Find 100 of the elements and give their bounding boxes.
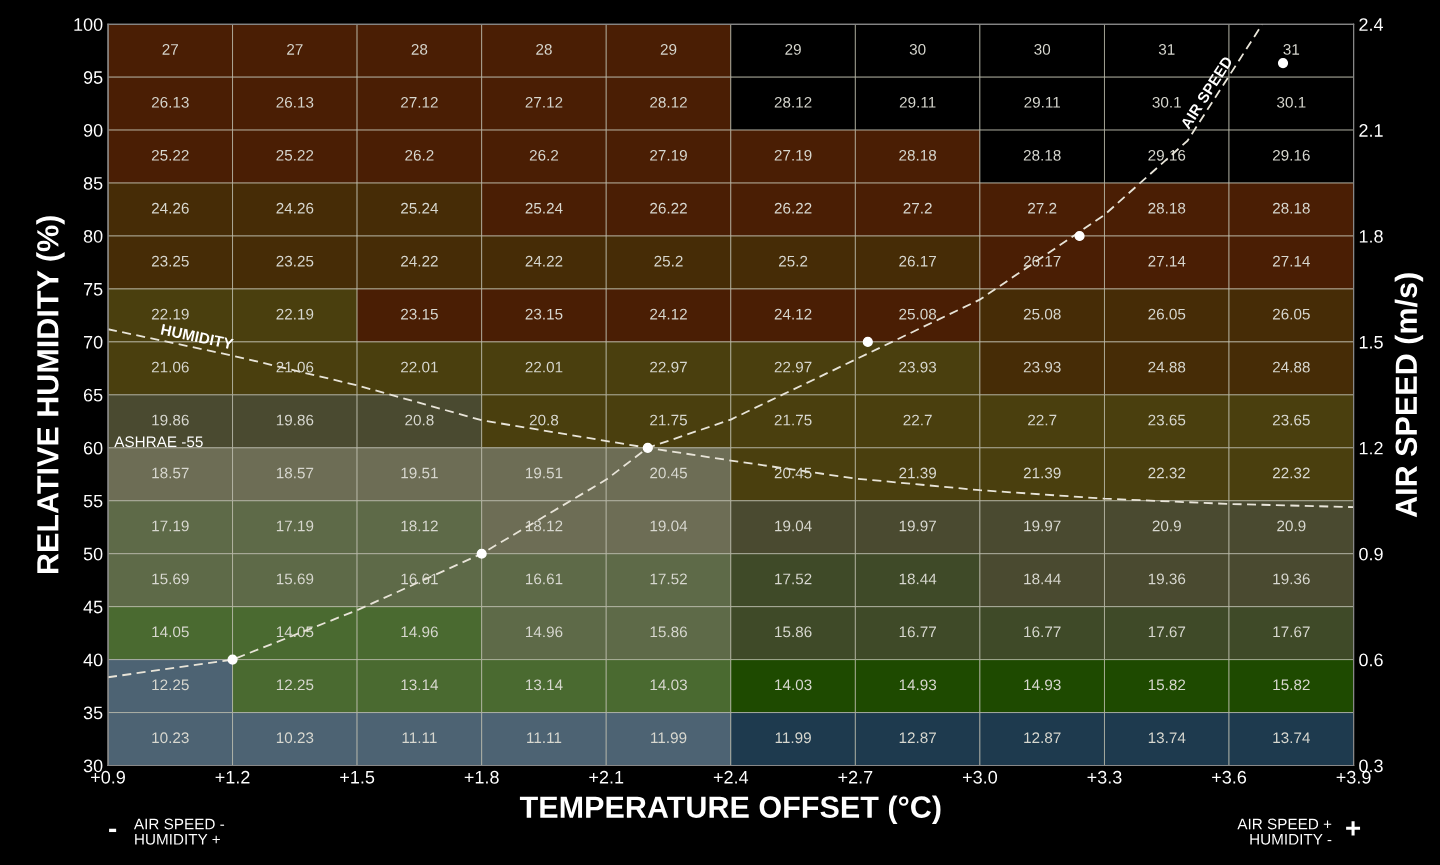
data-label: 14.96 (526, 626, 563, 638)
data-label: 17.19 (276, 520, 314, 532)
y-tick-label: 90 (83, 124, 103, 137)
annotation: ASHRAE -55 (114, 436, 203, 448)
data-label: 17.19 (152, 520, 189, 532)
data-label: 15.69 (276, 573, 314, 585)
text: + (1346, 821, 1361, 836)
data-label: 21.06 (276, 361, 314, 373)
data-label: 22.97 (774, 361, 812, 373)
data-label: 11.99 (651, 732, 687, 744)
data-label: 26.17 (1023, 255, 1061, 267)
text: HUMIDITY (160, 324, 234, 350)
data-label: 11.99 (775, 732, 811, 744)
data-label: 17.52 (650, 573, 687, 585)
data-label: 20.8 (529, 414, 559, 426)
data-label: 27.2 (903, 202, 932, 214)
data-label: 23.93 (1023, 361, 1061, 373)
data-label: 28.18 (899, 149, 937, 161)
x-tick-label: +1.5 (340, 771, 375, 784)
data-label: 15.82 (1148, 679, 1186, 691)
data-label: 29.11 (899, 96, 936, 108)
data-label: 23.15 (525, 308, 563, 320)
data-label: 20.45 (650, 467, 687, 479)
x-tick-label: +3.0 (962, 770, 998, 784)
y2-tick-label: 1.5 (1359, 336, 1383, 349)
data-label: 20.45 (774, 467, 812, 479)
data-label: 10.23 (276, 732, 314, 744)
data-label: 18.12 (526, 520, 563, 532)
data-label: 27.2 (1028, 202, 1057, 214)
data-label: 29 (660, 43, 677, 55)
data-label: 19.51 (401, 467, 438, 479)
data-label: 24.26 (151, 202, 189, 214)
y-tick-label: 35 (83, 706, 103, 720)
y-tick-label: 95 (83, 71, 103, 84)
y2-tick-label: 2.4 (1359, 18, 1384, 31)
data-label: 28.18 (1023, 149, 1061, 161)
data-label: 25.2 (654, 255, 683, 267)
data-label: 22.97 (650, 361, 687, 373)
data-label: 27.14 (1272, 255, 1310, 267)
data-label: 26.17 (899, 255, 936, 267)
data-label: 19.36 (1273, 573, 1310, 585)
data-label: 26.13 (151, 96, 189, 108)
data-label: 28 (536, 43, 552, 55)
data-label: 27 (162, 43, 179, 55)
data-label: 30 (909, 43, 926, 55)
data-label: 26.05 (1148, 308, 1186, 320)
y-tick-label: 50 (83, 547, 103, 561)
data-label: 22.19 (151, 308, 189, 320)
data-label: 24.22 (401, 255, 438, 267)
data-label: 26.22 (774, 202, 812, 214)
y-axis-title: RELATIVE HUMIDITY (%) (36, 216, 65, 574)
data-label: 27 (287, 43, 303, 55)
data-label: 27.19 (774, 149, 812, 161)
data-label: 16.77 (899, 626, 936, 638)
data-label: 28.18 (1272, 202, 1310, 214)
y2-tick-label: 0.9 (1359, 547, 1383, 561)
data-label: 26.05 (1272, 308, 1310, 320)
data-label: 22.7 (903, 414, 932, 426)
data-label: 16.61 (401, 573, 438, 585)
y-tick-label: 55 (83, 494, 103, 508)
data-label: 15.69 (152, 573, 189, 585)
data-label: 24.22 (525, 255, 563, 267)
data-label: 11.11 (402, 732, 437, 743)
data-label: 22.19 (276, 308, 314, 320)
data-label: 19.97 (1024, 520, 1061, 532)
data-label: 21.75 (650, 414, 687, 426)
data-label: 14.96 (401, 626, 438, 638)
data-label: 14.93 (899, 679, 937, 691)
data-label: 12.25 (152, 679, 189, 691)
data-label: 24.88 (1272, 361, 1310, 373)
data-label: 13.74 (1148, 732, 1186, 744)
data-label: 16.77 (1024, 626, 1061, 638)
y-tick-label: 70 (83, 335, 103, 349)
x-tick-label: +3.6 (1212, 770, 1247, 784)
x-tick-label: +1.8 (464, 770, 499, 784)
data-label: 12.87 (1024, 732, 1061, 744)
x-tick-label: +2.7 (838, 770, 873, 784)
data-label: 23.65 (1148, 414, 1186, 426)
data-label: 14.03 (650, 679, 687, 691)
data-label: 28.12 (774, 96, 812, 108)
data-label: 26.13 (276, 96, 314, 108)
point (1074, 230, 1085, 242)
y2-tick-label: 0.6 (1359, 653, 1383, 667)
text: AIR SPEED + HUMIDITY - (1237, 818, 1332, 845)
data-label: 19.04 (650, 520, 688, 532)
data-label: 18.57 (152, 467, 189, 479)
data-label: 17.67 (1273, 626, 1310, 638)
data-label: 20.9 (1277, 520, 1306, 532)
data-label: 13.74 (1273, 732, 1310, 744)
data-label: 28.18 (1148, 202, 1186, 214)
y2-tick-label: 1.2 (1359, 441, 1383, 455)
data-label: 28.12 (650, 96, 687, 108)
data-label: 27.12 (525, 96, 563, 108)
data-label: 18.44 (1024, 573, 1061, 585)
x-tick-label: +2.1 (589, 770, 624, 784)
data-label: 13.14 (401, 679, 439, 691)
data-label: 28 (411, 43, 428, 55)
point (862, 336, 873, 348)
data-label: 25.24 (525, 202, 563, 214)
data-label: 14.05 (276, 626, 314, 638)
